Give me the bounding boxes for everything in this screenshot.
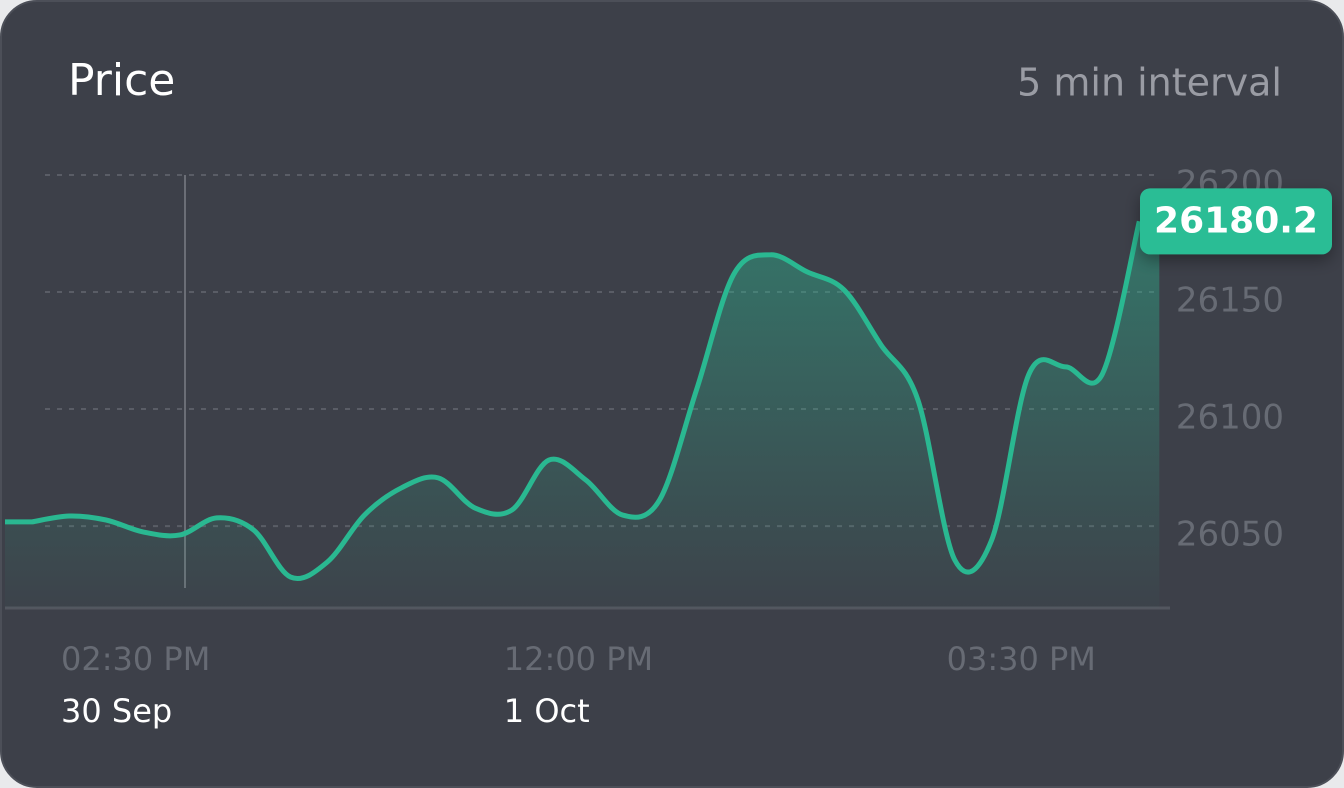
- badge-background: [1140, 188, 1332, 255]
- interval-label: 5 min interval: [1017, 61, 1282, 105]
- x-date-label: 1 Oct: [504, 692, 590, 730]
- badge-label: 26180.2: [1154, 200, 1318, 241]
- price-badge: 26180.2: [1140, 188, 1332, 255]
- line: [5, 220, 1142, 581]
- x-tick-label: 03:30 PM: [947, 640, 1096, 678]
- x-tick-label: 02:30 PM: [61, 640, 210, 678]
- y-tick-label: 26150: [1176, 281, 1284, 321]
- y-tick-label: 26050: [1176, 515, 1284, 555]
- y-tick-label: 26100: [1176, 398, 1284, 438]
- x-tick-label: 12:00 PM: [504, 640, 653, 678]
- area: [5, 221, 1160, 608]
- x-date-label: 30 Sep: [61, 692, 172, 730]
- chart-title: Price: [68, 55, 175, 106]
